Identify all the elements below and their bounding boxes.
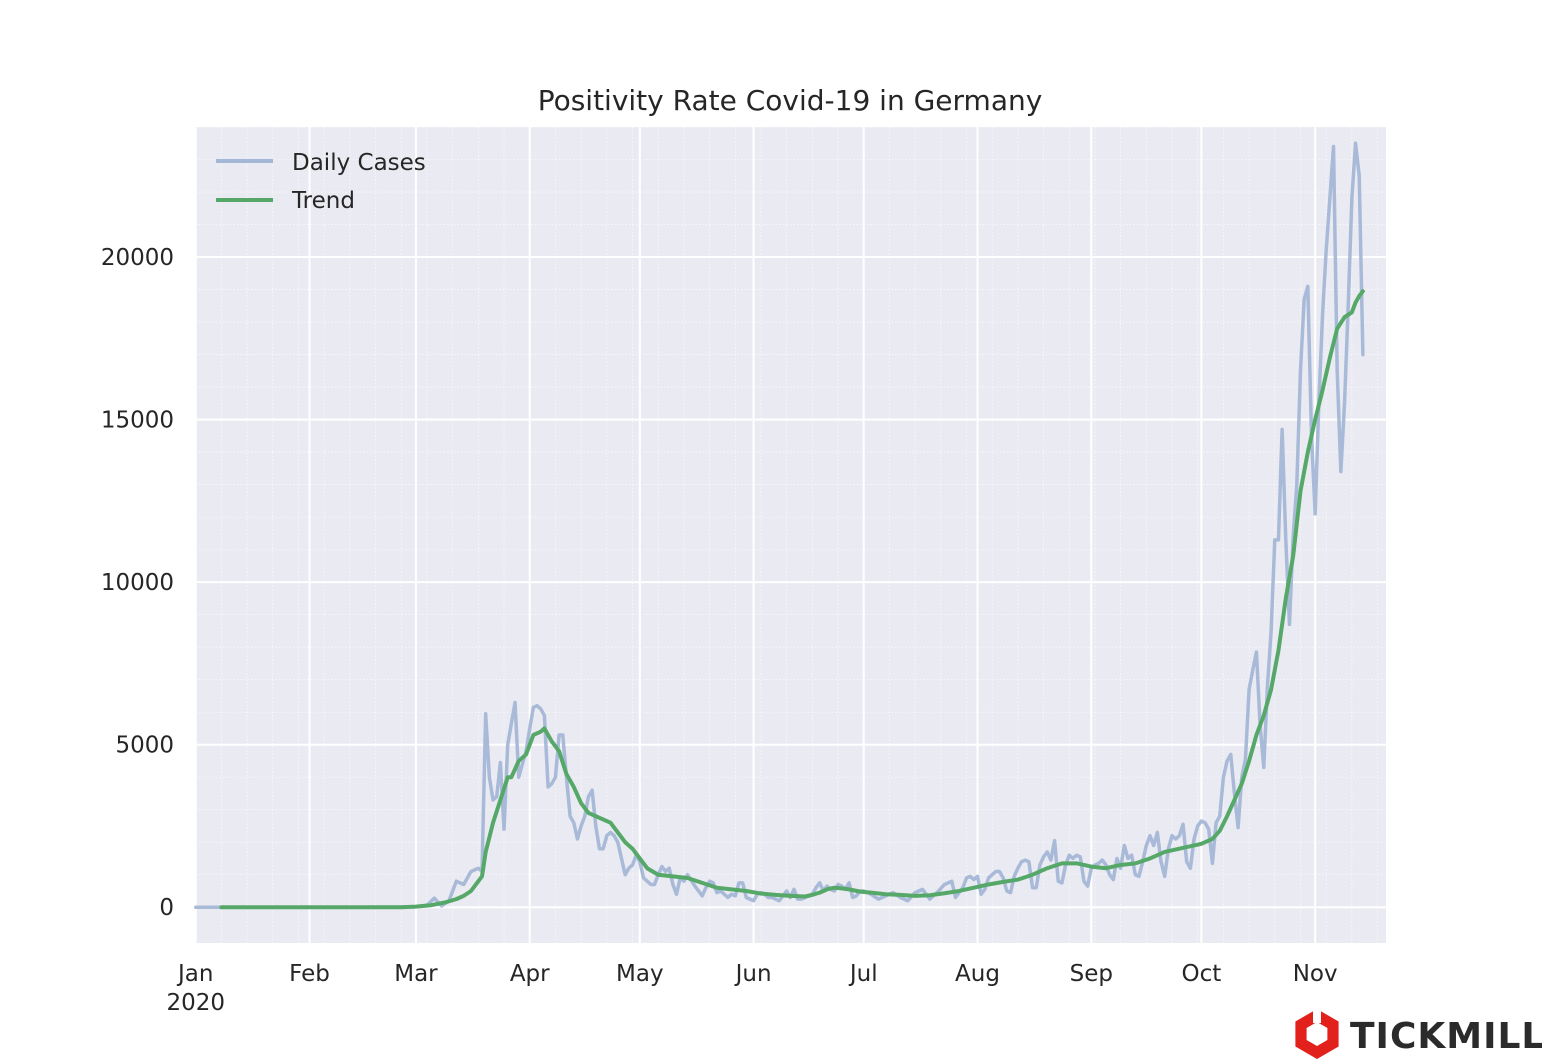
x-tick-label: Jun	[734, 961, 772, 987]
x-tick-label: Nov	[1293, 961, 1338, 987]
y-tick-label: 15000	[101, 408, 174, 434]
x-tick-label: Aug	[955, 961, 1000, 987]
major-grid	[194, 127, 1386, 943]
series-layer	[193, 141, 1365, 910]
x-tick-label: Apr	[510, 961, 550, 987]
chart-title: Positivity Rate Covid-19 in Germany	[538, 84, 1043, 117]
brand-logo: TICKMILL	[1295, 1009, 1542, 1059]
x-tick-label: Sep	[1070, 961, 1113, 987]
legend-label-daily-cases: Daily Cases	[292, 150, 426, 176]
x-tick-label: Jul	[848, 961, 878, 987]
x-axis: Jan 2020 Feb Mar Apr May Jun Jul Aug Sep Oct Nov	[166, 961, 1337, 1016]
series-line-trend	[219, 289, 1365, 910]
y-tick-label: 0	[159, 895, 174, 921]
y-tick-label: 20000	[101, 245, 174, 271]
y-axis: 0 5000 10000 15000 20000	[101, 245, 174, 921]
tickmill-logo-icon	[1295, 1009, 1339, 1059]
x-tick-label: Oct	[1181, 961, 1221, 987]
plot-background	[195, 127, 1386, 943]
y-tick-label: 5000	[115, 733, 174, 759]
legend-label-trend: Trend	[291, 188, 355, 214]
x-tick-label: Mar	[394, 961, 438, 987]
x-tick-sublabel: 2020	[166, 990, 225, 1016]
x-tick-label: Feb	[289, 961, 330, 987]
x-tick-label: Jan	[176, 961, 213, 987]
y-tick-label: 10000	[101, 570, 174, 596]
legend: Daily Cases Trend	[216, 150, 426, 214]
x-tick-label: May	[616, 961, 664, 987]
brand-name: TICKMILL	[1350, 1016, 1542, 1057]
